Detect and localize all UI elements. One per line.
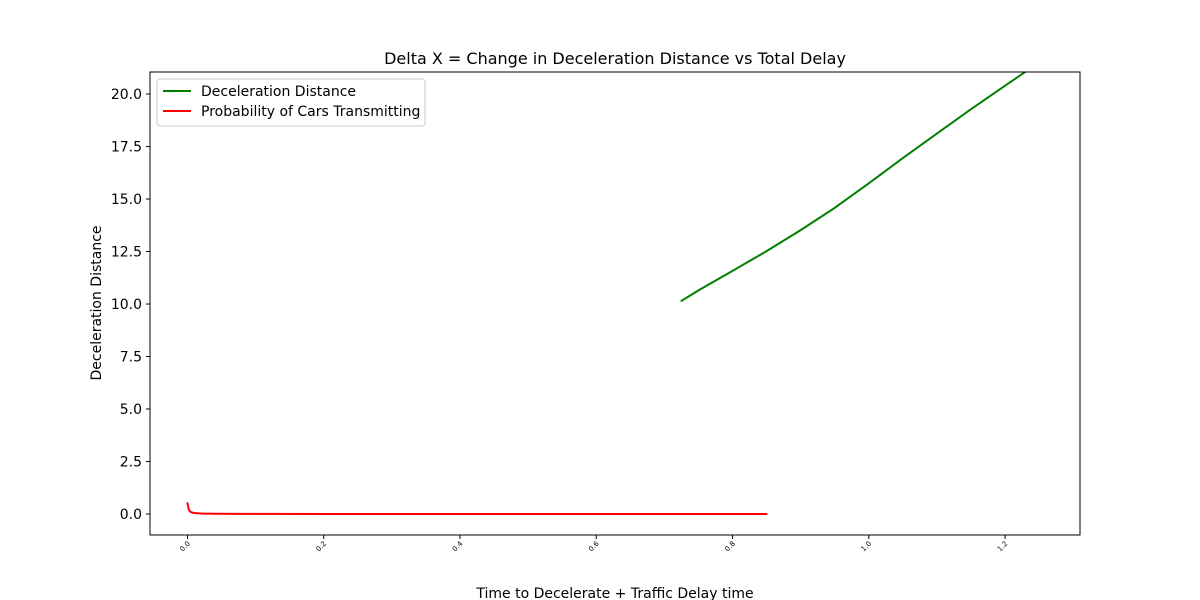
y-tick-label: 2.5 [120, 455, 142, 471]
x-tick-label: 0.0 [178, 540, 192, 554]
x-tick-label: 0.4 [451, 539, 465, 553]
chart-title: Delta X = Change in Deceleration Distanc… [384, 49, 846, 68]
y-tick-label: 0.0 [120, 507, 142, 523]
series-layer [186, 72, 1027, 515]
y-tick-label: 17.5 [111, 140, 142, 156]
x-tick-label: 1.2 [996, 540, 1010, 554]
y-axis-ticks: 0.0 2.5 5.0 7.5 10.0 12.5 15.0 17.5 20.0 [111, 87, 150, 523]
y-tick-label: 12.5 [111, 245, 142, 261]
y-tick-label: 5.0 [120, 402, 142, 418]
y-axis-label: Deceleration Distance [89, 225, 105, 380]
y-tick-label: 20.0 [111, 87, 142, 103]
legend: Deceleration Distance Probability of Car… [156, 78, 426, 127]
x-tick-label: 0.2 [315, 540, 329, 554]
x-tick-label: 0.6 [587, 539, 601, 553]
y-tick-label: 15.0 [111, 192, 142, 208]
legend-label-deceleration-distance: Deceleration Distance [201, 84, 356, 100]
y-tick-label: 10.0 [111, 297, 142, 313]
x-tick-label: 0.8 [723, 540, 737, 554]
x-axis-ticks: 0.0 0.2 0.4 0.6 0.8 1.0 1.2 [178, 535, 1009, 553]
legend-label-probability-of-cars-transmitting: Probability of Cars Transmitting [201, 104, 420, 120]
plot-frame [149, 71, 1081, 536]
series-line-deceleration-distance [680, 72, 1027, 302]
legend-box [156, 78, 426, 127]
x-axis-label: Time to Decelerate + Traffic Delay time [475, 586, 753, 600]
y-tick-label: 7.5 [120, 350, 142, 366]
x-tick-label: 1.0 [860, 540, 874, 554]
series-line-probability-of-cars-transmitting [186, 502, 768, 515]
